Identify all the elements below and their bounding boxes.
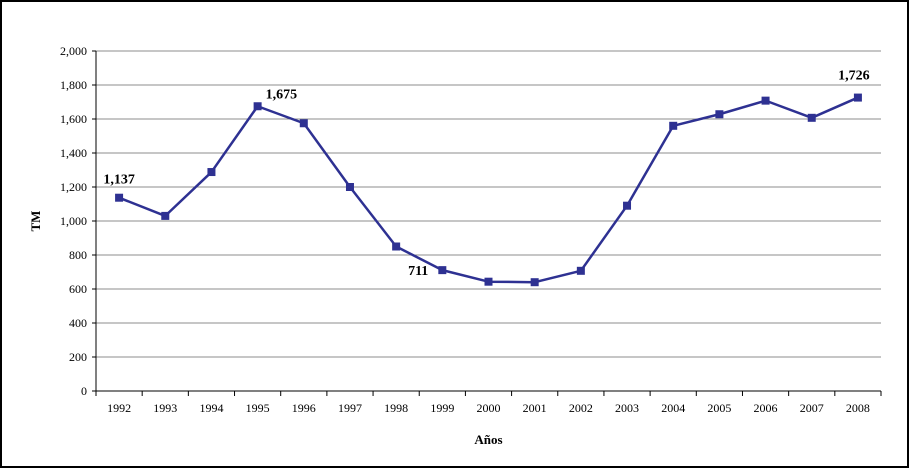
data-point (715, 110, 724, 119)
x-tick-label: 1994 (199, 401, 223, 415)
axes (92, 50, 882, 396)
data-label: 711 (408, 264, 428, 279)
y-tick-label: 1,800 (60, 78, 87, 92)
y-tick-label: 1,200 (60, 180, 87, 194)
x-tick-label: 1996 (292, 401, 316, 415)
data-label: 1,726 (838, 69, 870, 84)
x-tick-label: 2005 (707, 401, 731, 415)
data-point (299, 119, 308, 128)
x-tick-label: 2000 (477, 401, 501, 415)
data-point (253, 102, 262, 111)
data-point (807, 113, 816, 122)
data-point (115, 193, 124, 202)
y-axis-title: TM (28, 211, 43, 232)
x-tick-label: 2001 (523, 401, 547, 415)
x-tick-label: 1998 (384, 401, 408, 415)
y-tick-label: 800 (69, 248, 87, 262)
data-point (392, 242, 401, 251)
y-tick-label: 600 (69, 282, 87, 296)
data-point (761, 96, 770, 105)
gridlines (96, 50, 881, 358)
data-point (207, 168, 216, 177)
x-tick-label: 1999 (430, 401, 454, 415)
y-tick-label: 1,400 (60, 146, 87, 160)
data-point (623, 201, 632, 210)
data-point (576, 266, 585, 275)
y-tick-label: 2,000 (60, 44, 87, 58)
data-point (438, 266, 447, 275)
y-tick-label: 1,000 (60, 214, 87, 228)
x-tick-label: 1995 (246, 401, 270, 415)
data-label: 1,675 (266, 87, 298, 102)
data-point (484, 277, 493, 286)
data-point (530, 278, 539, 287)
x-tick-label: 1992 (107, 401, 131, 415)
y-tick-label: 200 (69, 350, 87, 364)
data-label: 1,137 (103, 173, 135, 188)
data-point (345, 183, 354, 191)
series (115, 93, 862, 287)
x-tick-label: 2006 (754, 401, 778, 415)
x-tick-label: 2003 (615, 401, 639, 415)
data-labels: 1,137 1,675 711 1,726 (103, 69, 869, 280)
data-point (669, 121, 678, 130)
x-tick-label: 2008 (846, 401, 870, 415)
x-tick-labels: 1992 1993 1994 1995 1996 1997 1998 1999 2000 2001… (107, 401, 870, 415)
y-tick-label: 0 (81, 384, 87, 398)
x-tick-label: 1997 (338, 401, 362, 415)
y-tick-label: 1,600 (60, 112, 87, 126)
x-tick-label: 2007 (800, 401, 824, 415)
y-tick-label: 400 (69, 316, 87, 330)
x-tick-label: 2004 (661, 401, 685, 415)
x-tick-label: 2002 (569, 401, 593, 415)
data-point (161, 211, 170, 220)
y-tick-labels: 0 200 400 600 800 1,000 1,200 1,400 1,600 1,800 2,… (60, 44, 87, 398)
x-tick-label: 1993 (153, 401, 177, 415)
data-point (853, 93, 862, 102)
x-axis-title: Años (474, 432, 502, 447)
